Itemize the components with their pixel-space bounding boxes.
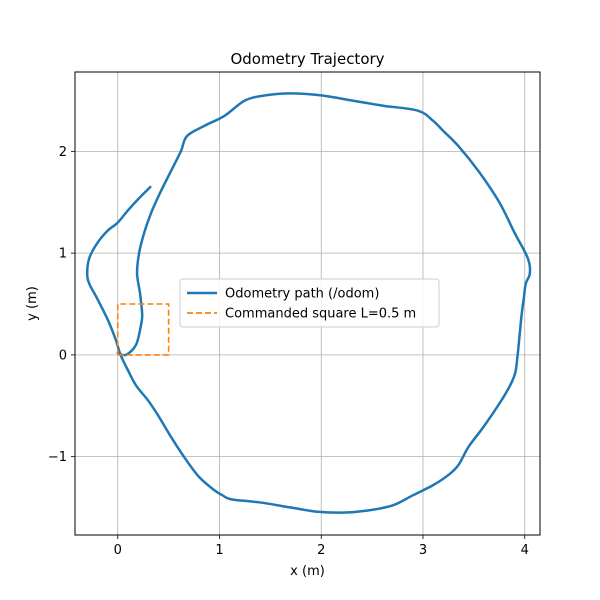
y-axis-title: y (m) xyxy=(25,286,40,321)
legend-label-odometry: Odometry path (/odom) xyxy=(225,287,379,302)
plot-frame xyxy=(74,71,541,536)
y-tick-label: 0 xyxy=(59,348,67,363)
x-axis-title: x (m) xyxy=(290,564,325,579)
series-odometry-path xyxy=(85,92,532,514)
y-tick-label: 1 xyxy=(59,247,67,262)
series-commanded-square xyxy=(116,303,170,356)
y-tick-label: −1 xyxy=(48,450,67,465)
plot-lines xyxy=(85,92,532,514)
x-tick-label: 0 xyxy=(114,543,122,558)
ticks: 0 1 2 3 4 −1 0 1 2 xyxy=(48,145,529,558)
x-tick-label: 2 xyxy=(317,543,325,558)
chart-title: Odometry Trajectory xyxy=(230,50,384,68)
x-tick-label: 3 xyxy=(419,543,427,558)
x-tick-label: 4 xyxy=(521,543,529,558)
x-tick-label: 1 xyxy=(215,543,223,558)
legend: Odometry path (/odom) Commanded square L… xyxy=(179,278,440,328)
legend-label-commanded: Commanded square L=0.5 m xyxy=(225,307,416,322)
legend-box xyxy=(179,278,440,328)
y-tick-label: 2 xyxy=(59,145,67,160)
